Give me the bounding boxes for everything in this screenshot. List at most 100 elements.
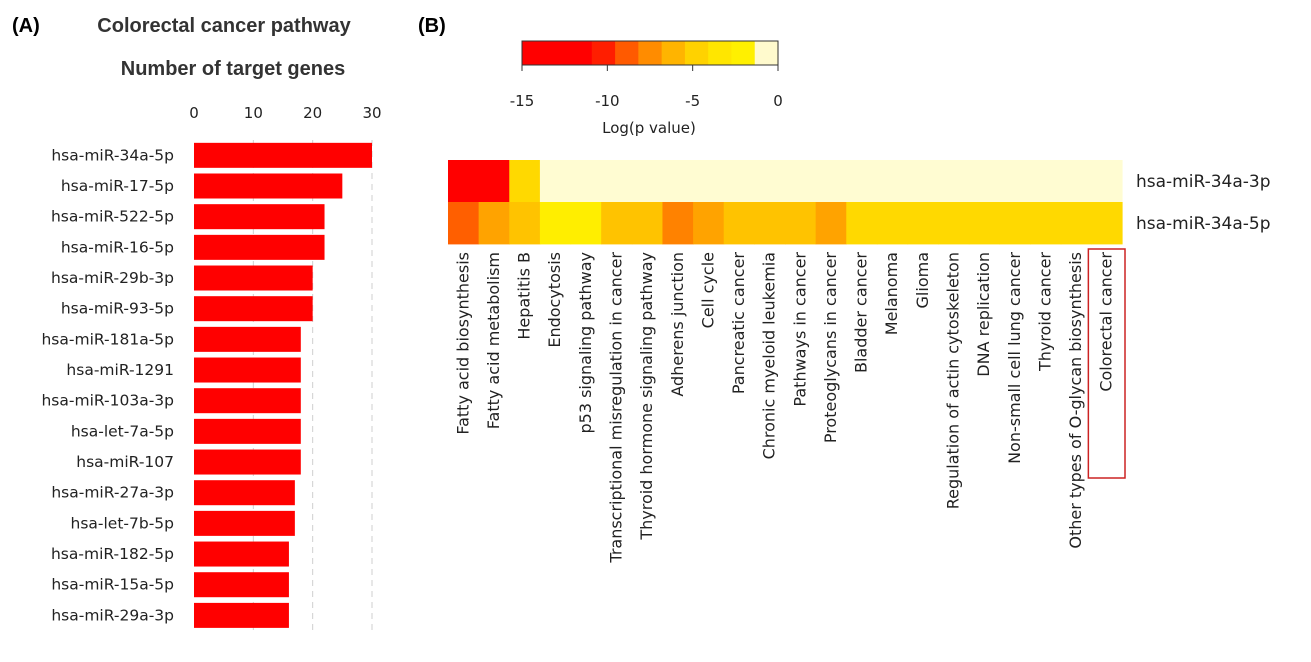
heatmap-cell [539,202,572,245]
heatmap-column-label: Fatty acid biosynthesis [453,252,472,435]
colorbar-segment [638,41,663,65]
bar [194,388,301,414]
heatmap-column-label: Thyroid cancer [1035,252,1054,372]
heatmap-cell [601,202,633,245]
heatmap-cell [938,160,970,203]
heatmap-cell [754,202,786,245]
bar-category-label: hsa-miR-16-5p [61,238,174,256]
colorbar-segment [591,41,616,65]
heatmap-column-labels: Fatty acid biosynthesis Fatty acid metabo… [453,252,1115,564]
bar-category-label: hsa-miR-17-5p [61,177,174,195]
bar-category-label: hsa-miR-522-5p [51,208,174,226]
heatmap-column-label: Colorectal cancer [1097,252,1116,392]
heatmap-column-label: p53 signaling pathway [576,252,595,434]
x-tick-label: 30 [362,104,381,122]
colorbar-segment [661,41,686,65]
bar-category-label: hsa-let-7a-5p [71,422,174,440]
heatmap-cell [693,160,725,203]
colorbar-tick-label: -15 [510,92,535,110]
colorbar-segment [522,41,546,65]
x-tick-label: 10 [244,104,263,122]
bar [194,234,325,260]
bar-category-label: hsa-miR-107 [76,453,174,471]
heatmap-column-label: Glioma [913,252,932,308]
bar [194,449,301,475]
heatmap-cell [1060,160,1092,203]
bar [194,480,295,506]
bar [194,541,289,567]
heatmap-cell [601,160,633,203]
bar-category-labels: hsa-miR-34a-5p hsa-miR-17-5p hsa-miR-522-5… [41,146,174,624]
heatmap-cell [907,160,939,203]
bar-category-label: hsa-miR-93-5p [61,300,174,318]
heatmap-highlight [1087,248,1126,479]
colorbar-segment [754,41,779,65]
bar-chart-xlabel: Number of target genes [121,58,345,80]
heatmap-cell [631,160,664,203]
heatmap-cell [1091,160,1123,203]
x-tick-label: 20 [303,104,322,122]
bar [194,173,343,199]
heatmap-cell [448,202,480,245]
heatmap-column-label: Chronic myeloid leukemia [760,252,779,459]
colorbar-tick-label: -5 [685,92,700,110]
heatmap-cell [1030,202,1062,245]
heatmap-cell [662,160,694,203]
panel-b-label: (B) [418,15,446,37]
colorbar-segment [615,41,639,65]
bar-x-ticks: 0 10 20 30 [189,104,381,122]
heatmap-cell [1091,202,1123,245]
colorbar-label: Log(p value) [602,119,696,137]
heatmap-cell [693,202,725,245]
bar [194,510,295,536]
heatmap-column-label: Pathways in cancer [790,252,809,407]
heatmap-cell [1030,160,1062,203]
heatmap-cell [785,160,817,203]
heatmap-cell [509,160,541,203]
heatmap-column-label: Other types of O-glycan biosynthesis [1066,252,1085,549]
heatmap-cell [846,202,878,245]
heatmap-cell [631,202,664,245]
bar-category-label: hsa-miR-1291 [66,361,174,379]
heatmap-cell [938,202,970,245]
heatmap-cells [448,160,1123,245]
x-tick-label: 0 [189,104,199,122]
heatmap-cell [999,202,1031,245]
heatmap-cell [1060,202,1092,245]
bar [194,357,301,383]
colorbar: -15 -10 -5 0 [510,40,783,110]
panel-b: (B) -15 -10 -5 0 Log(p value) hsa-miR-34a-3… [418,15,1271,564]
bar [194,602,289,628]
heatmap-cell [662,202,694,245]
bar [194,204,325,230]
bar-chart-title: Colorectal cancer pathway [97,15,351,37]
heatmap-cell [478,160,510,203]
heatmap-cell [478,202,510,245]
bar [194,296,313,322]
bar [194,142,372,168]
highlight-box [1087,248,1126,479]
bar-category-label: hsa-miR-29a-3p [51,606,174,624]
panel-a-label: (A) [12,15,40,37]
heatmap-column-label: Thyroid hormone signaling pathway [637,252,656,541]
bar [194,326,301,352]
heatmap-cell [876,202,909,245]
heatmap-column-label: Transcriptional misregulation in cancer [607,252,626,564]
colorbar-segment [708,41,733,65]
heatmap-cell [723,160,755,203]
bar [194,418,301,444]
heatmap-row-labels: hsa-miR-34a-3p hsa-miR-34a-5p [1136,172,1271,234]
colorbar-segment [545,41,570,65]
bar-category-label: hsa-miR-181a-5p [41,330,174,348]
heatmap-column-label: Cell cycle [698,252,717,328]
heatmap-cell [509,202,541,245]
heatmap-column-label: Regulation of actin cytoskeleton [944,252,963,509]
bar-category-label: hsa-let-7b-5p [71,514,175,532]
colorbar-tick-label: -10 [595,92,620,110]
heatmap-column-label: Endocytosis [545,252,564,348]
heatmap-cell [570,160,602,203]
bar [194,572,289,598]
heatmap-cell [539,160,572,203]
heatmap-column-label: Bladder cancer [852,252,871,373]
